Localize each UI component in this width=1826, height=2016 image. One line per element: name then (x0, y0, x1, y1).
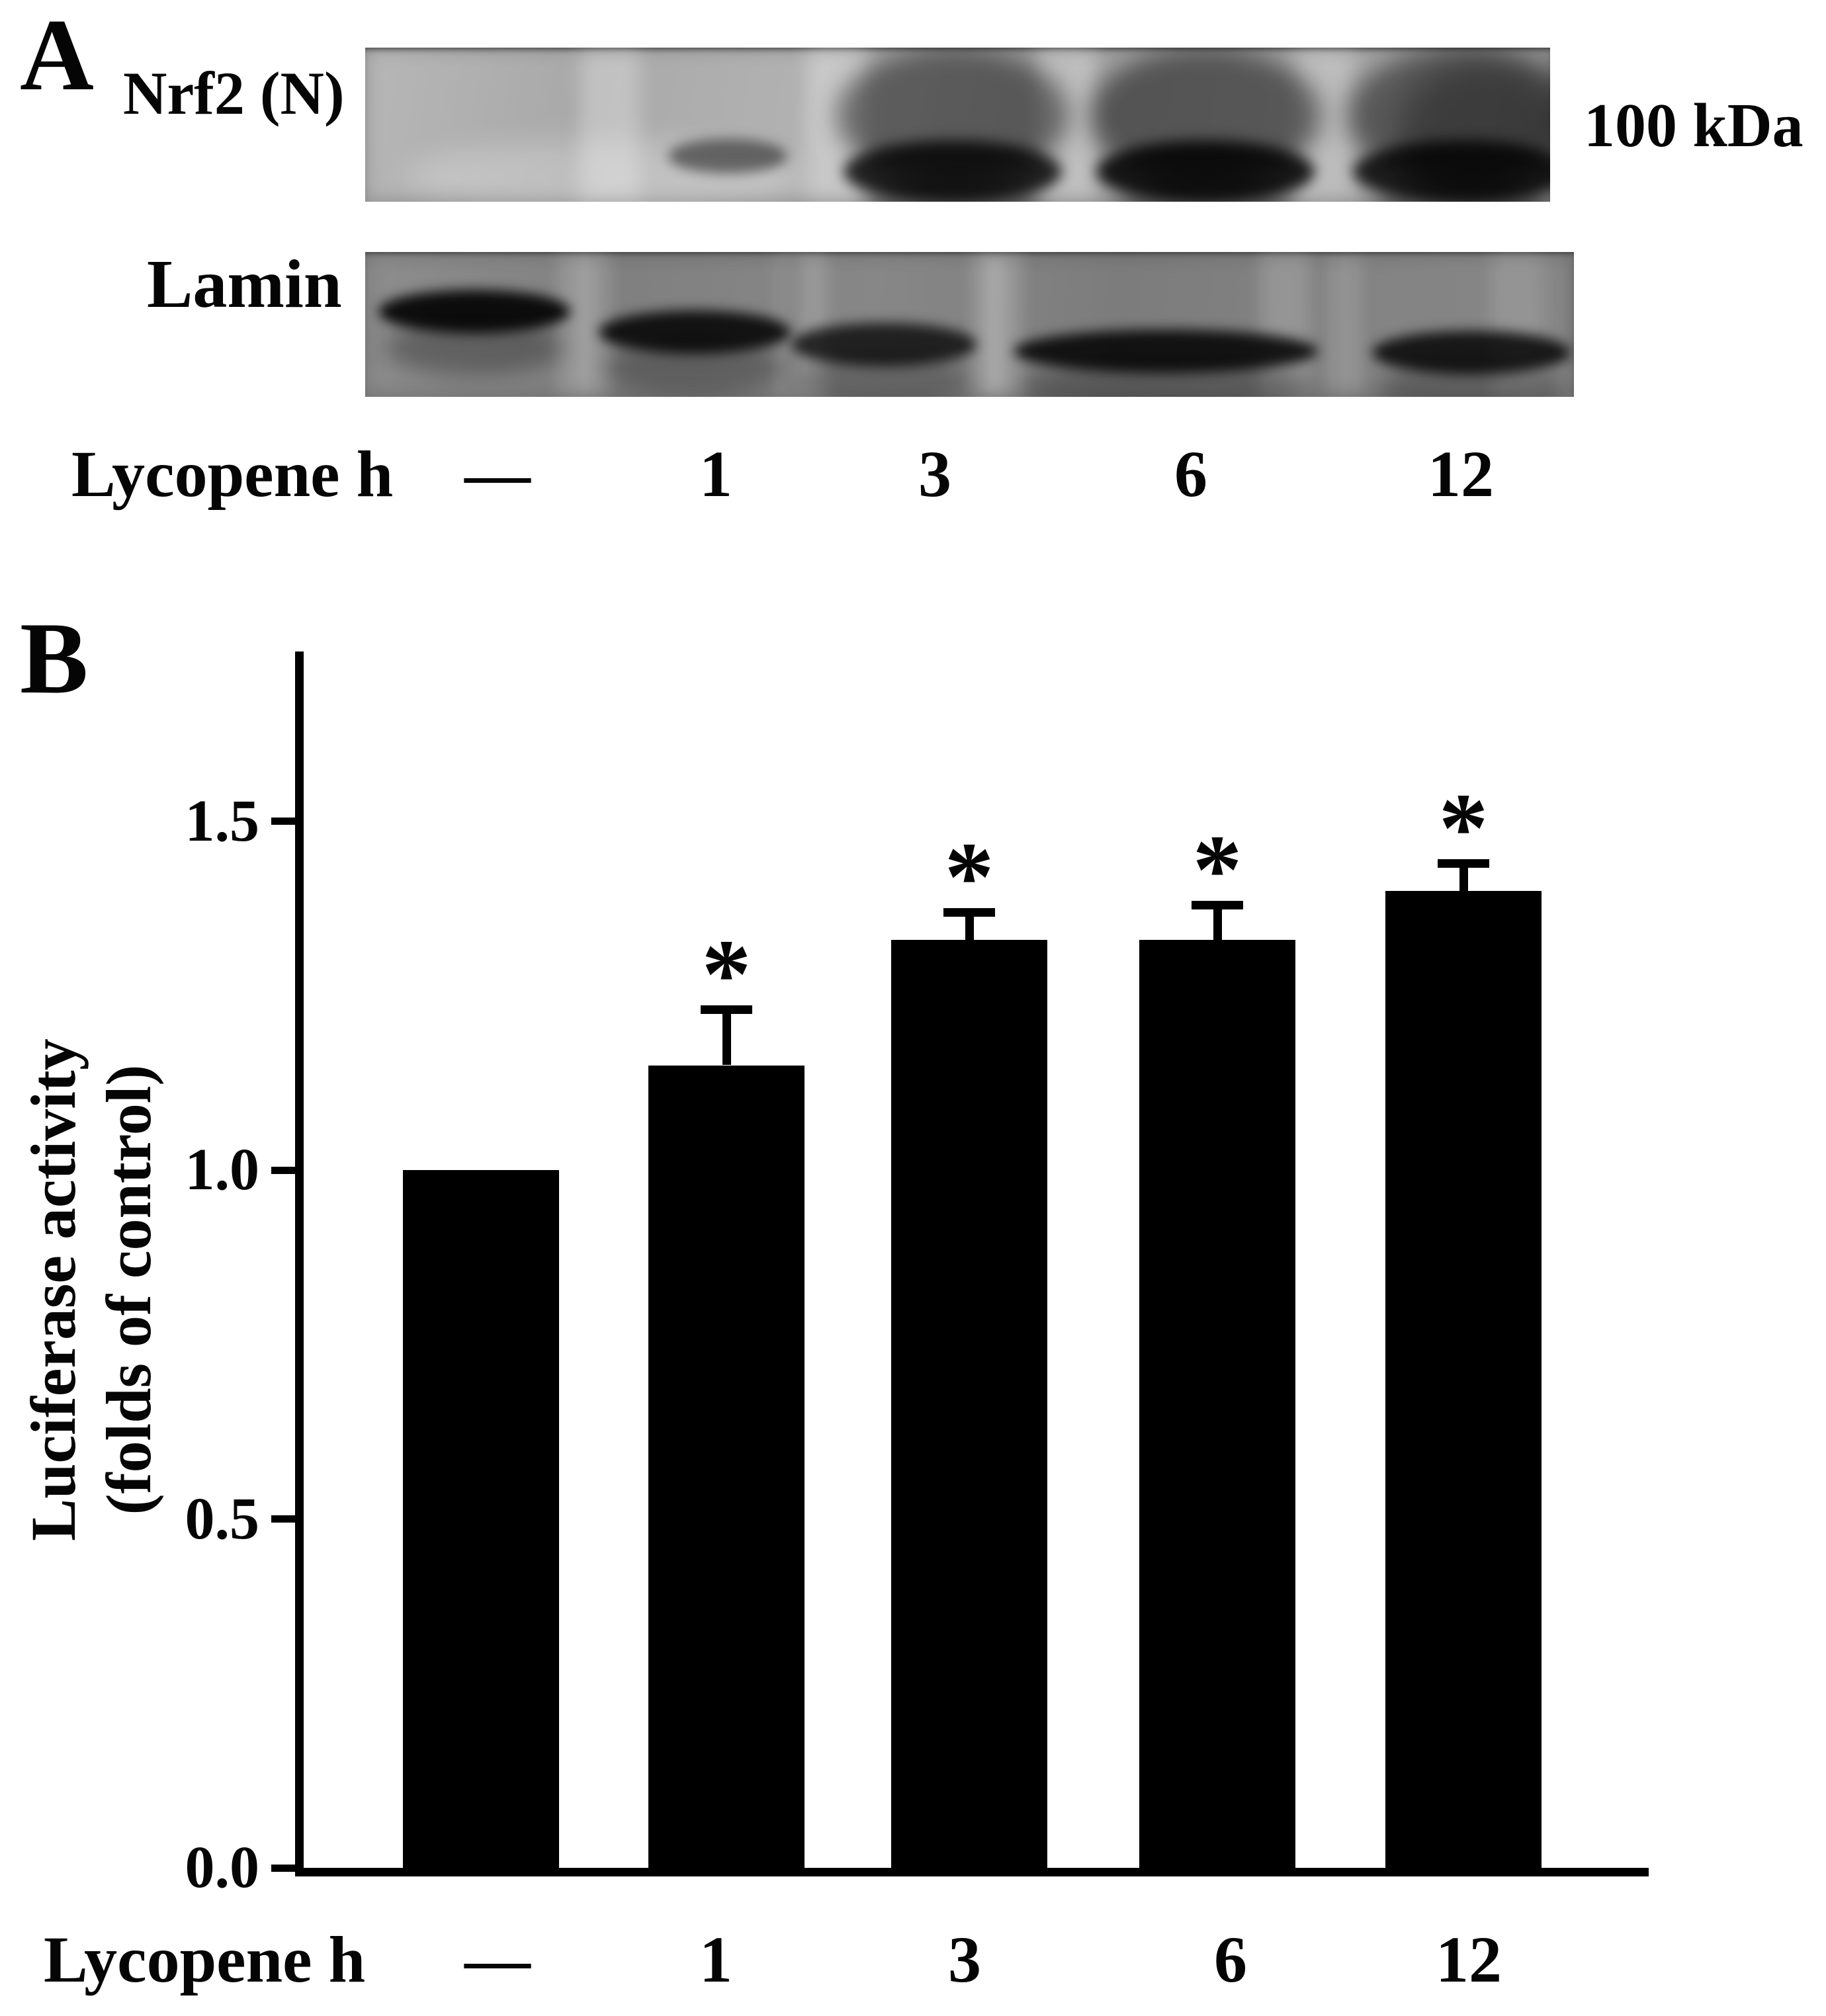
y-tick-mark (271, 1167, 295, 1174)
bar (891, 940, 1047, 1872)
y-tick-label: 1.0 (185, 1137, 260, 1202)
error-bar-stem (965, 912, 974, 940)
lane-gap-highlight (558, 252, 609, 397)
lamin-band-smear (798, 353, 970, 397)
bar (648, 1066, 804, 1872)
lane-label: 12 (1436, 1923, 1502, 1996)
lane-label: 1 (699, 437, 732, 511)
molecular-weight-marker: 100 kDa (1584, 91, 1804, 160)
lane-gap-highlight (1260, 252, 1310, 397)
bright-patch (405, 140, 802, 202)
nrf2-blot-label: Nrf2 (N) (123, 60, 345, 127)
lamin-blot-label: Lamin (147, 246, 342, 322)
error-bar-cap (1192, 901, 1243, 909)
nrf2-band-faint (668, 139, 787, 173)
lane-gap-highlight (972, 252, 1022, 397)
lane-row-prefix: Lycopene h (44, 1923, 366, 1996)
lane-label: 6 (1214, 1923, 1247, 1996)
significance-asterisk: * (944, 822, 994, 932)
bar (403, 1170, 559, 1872)
nrf2-western-blot-image (365, 48, 1550, 202)
lamin-western-blot-image (365, 252, 1574, 397)
error-bar-cap (1438, 859, 1489, 868)
lamin-band-core (791, 323, 977, 366)
lane-label: 3 (948, 1923, 981, 1996)
lane-label: — (464, 437, 531, 511)
y-tick-mark (271, 818, 295, 825)
lamin-band-core (599, 310, 791, 354)
lamin-band-core (1372, 331, 1571, 374)
lamin-band-smear (605, 340, 784, 396)
lane-gap-highlight (580, 48, 640, 202)
x-axis-line (295, 1868, 1649, 1876)
lane-label: 3 (918, 437, 951, 511)
y-tick-label: 1.5 (185, 788, 260, 854)
error-bar-cap (701, 1005, 752, 1014)
y-tick-mark (271, 1515, 295, 1523)
lamin-band-smear (385, 319, 564, 376)
edge-shadow (1398, 61, 1550, 202)
nrf2-band-core (844, 140, 1062, 202)
lamin-band-core (378, 290, 570, 333)
lane-label: — (464, 1923, 531, 1996)
bar (1139, 940, 1295, 1872)
lane-row-prefix: Lycopene h (71, 437, 394, 511)
y-tick-label: 0.5 (185, 1486, 260, 1552)
error-bar-stem (722, 1009, 731, 1065)
panel-a-label: A (20, 0, 94, 112)
significance-asterisk: * (1192, 815, 1242, 925)
lane-label: 1 (699, 1923, 732, 1996)
significance-asterisk: * (1438, 773, 1489, 883)
bar (1385, 891, 1542, 1872)
significance-asterisk: * (701, 919, 752, 1029)
lamin-band-core (1014, 329, 1318, 373)
lane-label: 12 (1428, 437, 1494, 511)
lane-label: 6 (1174, 437, 1207, 511)
error-bar-stem (1213, 905, 1222, 940)
panel-b-label: B (20, 601, 89, 715)
nrf2-band-core (1353, 140, 1550, 202)
error-bar-cap (943, 908, 995, 917)
y-axis-line (295, 651, 304, 1876)
error-bar-stem (1459, 863, 1468, 891)
nrf2-band-core (1096, 140, 1315, 202)
y-tick-mark (271, 1865, 295, 1872)
y-tick-label: 0.0 (185, 1835, 260, 1900)
